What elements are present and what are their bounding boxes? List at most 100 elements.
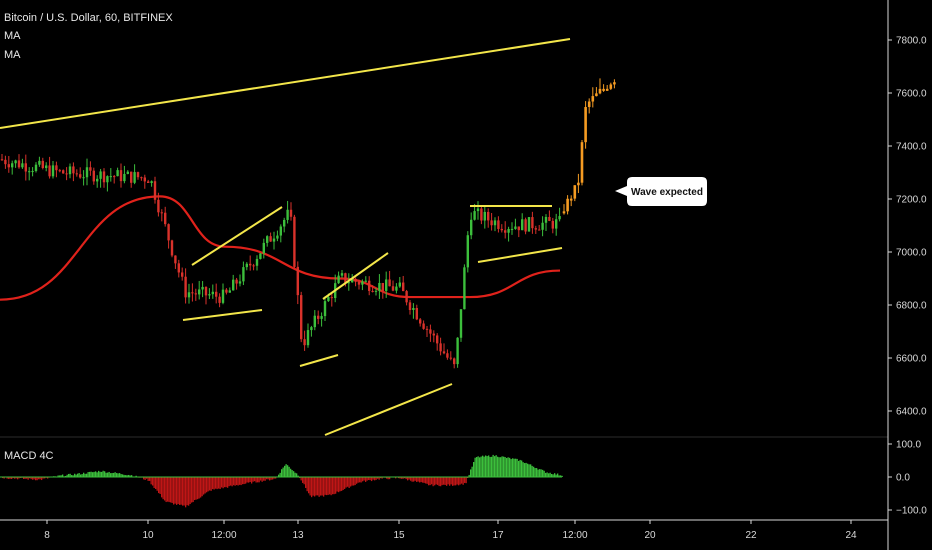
projected-candle (587, 98, 591, 114)
candle (228, 287, 231, 293)
macd-bar (407, 477, 409, 481)
macd-bar (245, 477, 247, 484)
macd-bar (95, 471, 97, 477)
candle (504, 221, 507, 239)
candle (466, 231, 469, 273)
macd-bar (555, 474, 557, 477)
macd-bar (374, 477, 376, 481)
candle (340, 269, 344, 278)
macd-bar (497, 456, 499, 477)
candle (136, 171, 140, 180)
price-tick-label: 6400.0 (896, 407, 927, 418)
macd-label[interactable]: MACD 4C (4, 450, 54, 462)
macd-bar (515, 458, 517, 477)
trendline[interactable] (191, 206, 283, 266)
candle (48, 156, 51, 179)
macd-bar (302, 477, 304, 483)
candle (480, 205, 483, 225)
candle (402, 275, 405, 292)
macd-tick-label: 100.0 (896, 440, 921, 451)
macd-bar (290, 468, 292, 477)
macd-bar (201, 477, 203, 497)
macd-bar (71, 475, 73, 477)
macd-bar (303, 477, 305, 485)
candle (21, 158, 24, 169)
projected-candle (573, 185, 577, 202)
trendline[interactable] (0, 38, 571, 129)
macd-bar (459, 477, 461, 485)
trendline[interactable] (182, 309, 263, 321)
macd-bar (333, 477, 335, 495)
macd-bar (38, 477, 40, 480)
candle (497, 216, 500, 233)
indicator-ma-2[interactable]: MA (4, 49, 21, 61)
macd-bar (524, 463, 526, 477)
macd-bar (183, 477, 185, 506)
macd-bar (491, 456, 493, 477)
candle (232, 274, 235, 291)
macd-bar (47, 477, 49, 479)
macd-bar (221, 477, 223, 488)
macd-bar (399, 477, 401, 479)
trendline[interactable] (477, 247, 563, 263)
macd-bar (402, 477, 404, 479)
candle (507, 226, 510, 242)
symbol-title: Bitcoin / U.S. Dollar, 60, BITFINEX (4, 12, 173, 24)
macd-bar (549, 472, 551, 477)
macd-bar (318, 477, 320, 497)
macd-bar (44, 477, 46, 479)
candle (551, 217, 554, 234)
candle (558, 207, 561, 222)
macd-bar (297, 475, 299, 477)
macd-bar (131, 475, 133, 477)
candle (310, 325, 313, 337)
macd-bar (351, 477, 353, 486)
candle (24, 154, 27, 181)
macd-bar (308, 477, 310, 494)
macd-bar (345, 477, 347, 488)
macd-bar (179, 477, 181, 505)
trendline[interactable] (299, 354, 339, 367)
macd-bar (24, 477, 26, 479)
candle (296, 261, 299, 305)
macd-bar (536, 468, 538, 477)
macd-bar (242, 477, 244, 485)
candle (133, 164, 136, 185)
candle (337, 271, 340, 284)
macd-bar (443, 477, 445, 485)
candle (187, 283, 191, 304)
macd-bar (210, 477, 212, 491)
projected-candle (580, 139, 584, 186)
macd-bar (60, 475, 62, 477)
candle (38, 156, 41, 167)
macd-bar (285, 464, 287, 477)
macd-bar (156, 477, 158, 491)
macd-bar (204, 477, 206, 494)
candle (177, 259, 180, 278)
macd-bar (125, 475, 127, 477)
macd-bar (546, 472, 548, 477)
macd-bar (147, 477, 149, 481)
candle (126, 170, 129, 175)
macd-bar (12, 477, 14, 479)
macd-bar (473, 462, 475, 477)
macd-bar (281, 469, 283, 477)
trendline[interactable] (324, 383, 453, 436)
macd-bar (482, 455, 484, 477)
macd-bar (267, 477, 269, 480)
candle (164, 206, 167, 227)
macd-bar (122, 474, 124, 477)
macd-bar (323, 477, 325, 497)
macd-bar (207, 477, 209, 492)
macd-bar (408, 477, 410, 480)
macd-bar (528, 464, 530, 477)
macd-bar (96, 472, 98, 477)
macd-bar (144, 477, 146, 480)
indicator-ma-1[interactable]: MA (4, 30, 21, 42)
macd-bar (423, 477, 425, 483)
candle (119, 163, 123, 188)
trendline[interactable] (322, 252, 389, 300)
candle (82, 170, 85, 186)
candle (456, 337, 459, 368)
